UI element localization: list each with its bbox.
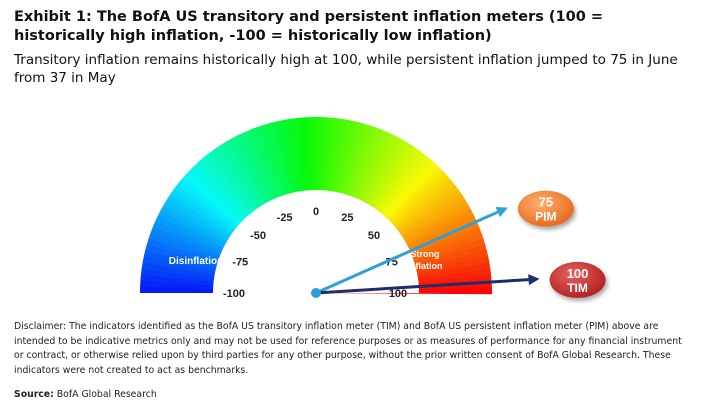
bubble-name-pim: PIM [535,210,556,224]
tick-label: -75 [232,257,248,269]
arrowhead-tim [528,274,540,286]
arrow-pim [315,210,499,295]
arrowhead-pim [495,207,508,218]
chart-subtitle: Transitory inflation remains historicall… [14,52,678,86]
tick-label: -100 [223,288,245,300]
zone-label-disinflation: Disinflation [169,256,223,267]
bubble-value-pim: 75 [539,195,553,210]
bubble-tim [549,261,606,298]
tick-label: -50 [250,230,266,242]
arrow-tim [315,278,529,295]
zone-label-strong: Strong [411,249,440,259]
inflation-gauge: -100 -75 -50 -25 0 25 50 75 100 Disinflation Str… [140,117,606,300]
disclaimer-text: Disclaimer: The indicators identified as… [14,321,682,376]
tick-label: 50 [368,230,380,242]
chart-title: Exhibit 1: The BofA US transitory and pe… [14,9,603,44]
tick-label: -25 [277,212,293,224]
source-note: Source: BofA Global Research [14,389,157,400]
source-label: Source: [14,389,54,400]
zone-label-inflation: Inflation [408,261,443,271]
gauge-inner-disc [213,190,419,293]
bubble-value-tim: 100 [567,266,589,281]
gauge-pivot [311,288,321,298]
tick-label: 25 [341,212,353,224]
source-text: BofA Global Research [56,389,157,400]
bubble-pim [517,190,574,227]
bubble-name-tim: TIM [567,281,588,295]
tick-label: 0 [313,206,319,218]
tick-label: 100 [389,288,407,300]
